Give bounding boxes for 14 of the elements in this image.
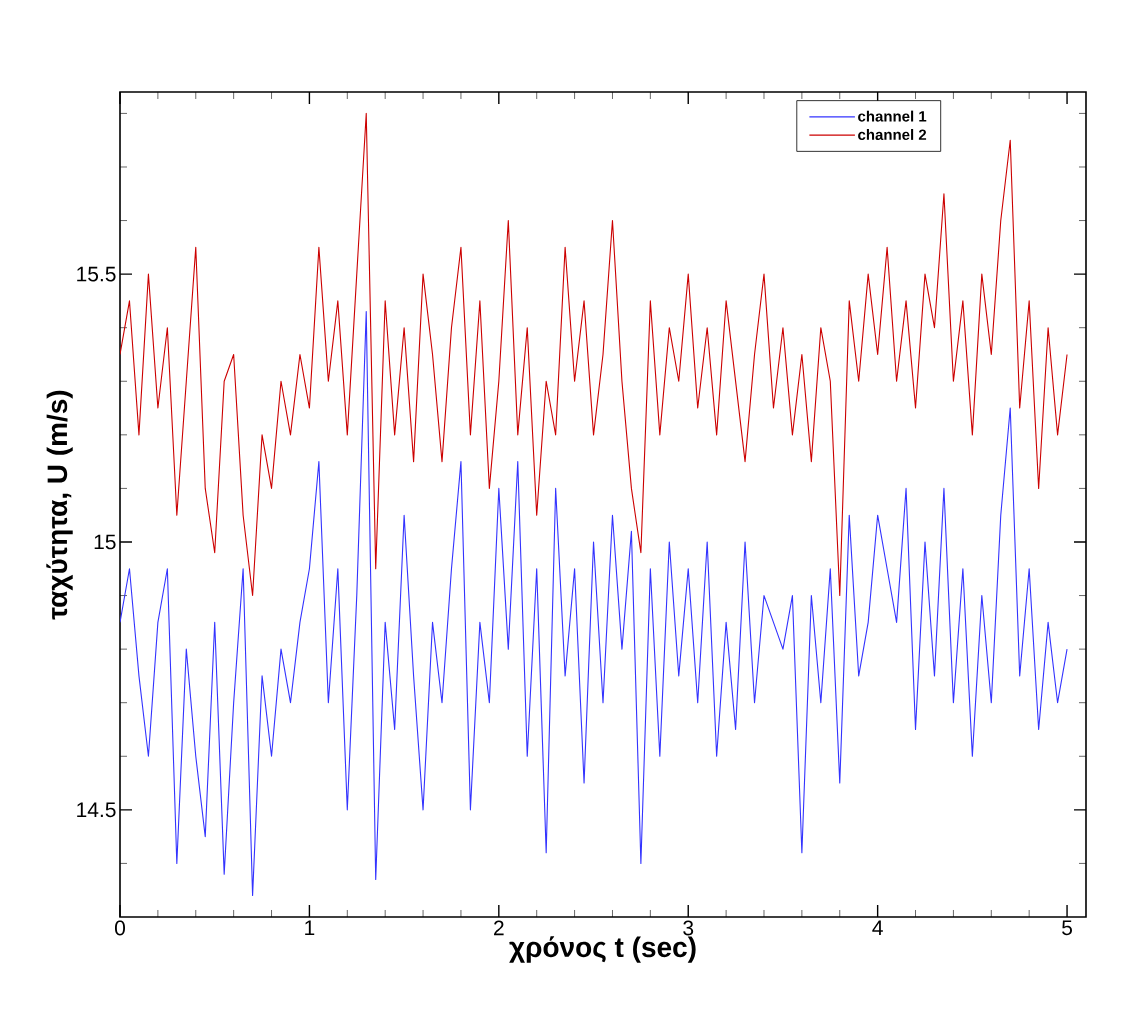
x-tick-label: 1 bbox=[305, 920, 315, 935]
x-tick-label: 3 bbox=[683, 920, 694, 936]
x-tick-label: 2 bbox=[494, 920, 504, 936]
line-series bbox=[120, 311, 1068, 897]
y-axis-title: ταχύτητα, U (m/s) bbox=[46, 390, 73, 620]
x-axis-title: χρόνος t (sec) bbox=[509, 936, 696, 963]
legend-label: channel 2 bbox=[858, 129, 927, 141]
x-tick-label: 4 bbox=[872, 920, 883, 935]
y-tick-label: 15.5 bbox=[77, 266, 116, 282]
x-tick-label: 0 bbox=[114, 920, 126, 936]
legend-label: channel 1 bbox=[858, 110, 927, 122]
x-tick-label: 5 bbox=[1062, 920, 1072, 936]
y-tick-label: 15 bbox=[94, 534, 116, 550]
y-tick-label: 14.5 bbox=[77, 802, 116, 818]
